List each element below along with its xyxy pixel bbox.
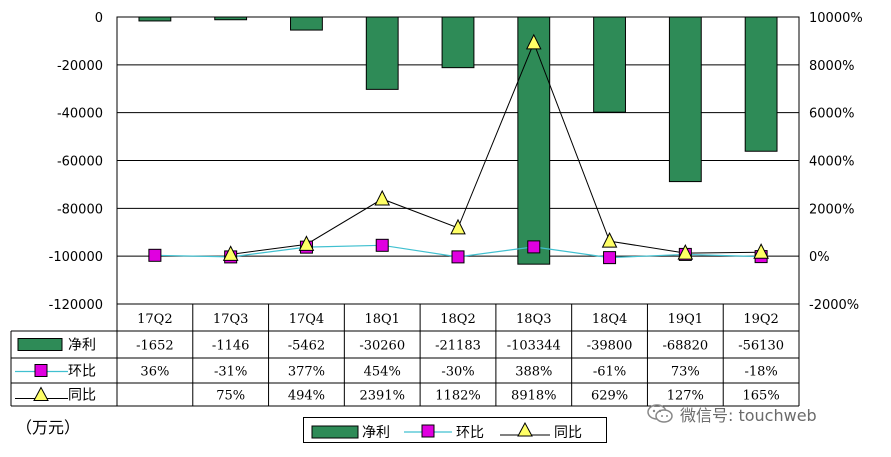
point-yoy <box>677 244 694 260</box>
point-yoy <box>450 218 466 235</box>
legend-key-bar <box>311 425 359 439</box>
data-label: 127% <box>667 389 704 404</box>
legend-key-marker-qoq <box>421 424 435 438</box>
right-tick-label: 4000% <box>809 155 854 170</box>
line-yoy <box>230 41 762 255</box>
legend-label-qoq: 环比 <box>456 425 484 441</box>
bar <box>593 16 626 113</box>
legend-key-marker-yoy <box>517 421 533 437</box>
table-key-bar <box>17 338 63 351</box>
right-axis-ticks: 10000% 8000% 6000% 4000% 2000% 0% -2000% <box>809 11 863 313</box>
series-name: 同比 <box>68 388 96 404</box>
bar <box>365 16 399 90</box>
category-label: 17Q3 <box>213 312 248 327</box>
watermark-text: 微信号: touchweb <box>680 406 817 425</box>
point-qoq <box>527 240 541 254</box>
data-label: 494% <box>288 389 325 404</box>
point-yoy <box>601 232 618 248</box>
right-tick-label: 0% <box>809 250 830 265</box>
data-label: 165% <box>743 389 780 404</box>
right-tick-label: -2000% <box>809 298 859 313</box>
legend: 净利 环比 同比 <box>303 417 607 443</box>
category-label: 18Q3 <box>516 312 551 327</box>
data-label: 1182% <box>435 389 480 404</box>
point-yoy <box>753 243 769 259</box>
right-tick-label: 8000% <box>809 59 854 74</box>
legend-label-yoy: 同比 <box>554 425 582 441</box>
data-label: -1146 <box>212 339 249 354</box>
right-tick-label: 10000% <box>809 11 863 26</box>
left-tick-label: -100000 <box>49 250 103 265</box>
data-label: -18% <box>744 365 777 380</box>
data-label: 377% <box>288 365 325 380</box>
data-label: -30260 <box>359 339 405 354</box>
category-label: 19Q2 <box>743 312 778 327</box>
line-series <box>148 33 769 265</box>
bar <box>138 16 172 22</box>
point-yoy <box>298 235 315 251</box>
point-qoq <box>375 238 389 252</box>
point-yoy <box>525 33 542 50</box>
left-tick-label: -20000 <box>57 59 103 74</box>
left-tick-label: -40000 <box>57 107 103 122</box>
series-name: 净利 <box>68 338 96 354</box>
table-key-marker <box>33 386 49 401</box>
category-label: 18Q4 <box>592 312 627 327</box>
bar-series <box>138 16 778 265</box>
bar <box>744 16 778 152</box>
bar <box>290 16 323 31</box>
right-tick-label: 6000% <box>809 107 854 122</box>
series-name: 环比 <box>68 364 96 380</box>
left-tick-label: -60000 <box>57 155 103 170</box>
left-axis-ticks: 0 -20000 -40000 -60000 -80000 -100000 -120000 <box>49 11 103 313</box>
legend-items: 净利 环比 同比 <box>311 421 582 441</box>
watermark: 微信号: touchweb <box>646 402 817 426</box>
data-label: 8918% <box>511 389 556 404</box>
data-label: -61% <box>593 365 626 380</box>
category-label: 18Q1 <box>364 312 399 327</box>
data-label: 629% <box>591 389 628 404</box>
left-tick-label: 0 <box>95 11 103 26</box>
left-tick-label: -120000 <box>49 298 103 313</box>
left-tick-label: -80000 <box>57 202 103 217</box>
data-label: 388% <box>515 365 552 380</box>
data-label: -56130 <box>738 339 784 354</box>
data-label: 73% <box>671 365 700 380</box>
point-yoy <box>374 189 391 206</box>
legend-label-profit: 净利 <box>362 425 390 441</box>
point-qoq <box>603 251 617 265</box>
category-label: 19Q1 <box>668 312 703 327</box>
data-label: 36% <box>140 365 169 380</box>
bar <box>668 16 702 183</box>
right-tick-label: 2000% <box>809 202 854 217</box>
data-label: -30% <box>441 365 474 380</box>
data-label: -103344 <box>507 339 561 354</box>
data-label: 75% <box>216 389 245 404</box>
point-yoy <box>222 245 239 261</box>
table-key-marker <box>34 364 48 377</box>
unit-label: （万元） <box>16 418 81 437</box>
data-label: -5462 <box>288 339 325 354</box>
bar <box>441 16 475 69</box>
data-label: -39800 <box>587 339 633 354</box>
data-label: -21183 <box>435 339 481 354</box>
category-label: 18Q2 <box>440 312 475 327</box>
category-label: 17Q2 <box>137 312 172 327</box>
data-label: -68820 <box>662 339 708 354</box>
category-label: 17Q4 <box>289 312 324 327</box>
data-label: 2391% <box>360 389 405 404</box>
bar <box>517 16 551 265</box>
data-label: -1652 <box>136 339 173 354</box>
wechat-icon <box>647 404 673 423</box>
point-qoq <box>148 248 162 262</box>
data-label: -31% <box>214 365 247 380</box>
data-label: 454% <box>364 365 401 380</box>
point-qoq <box>451 250 465 264</box>
data-table: 17Q2 17Q3 17Q4 18Q1 18Q2 18Q3 18Q4 19Q1 19Q2 净利 -1… <box>10 303 800 407</box>
